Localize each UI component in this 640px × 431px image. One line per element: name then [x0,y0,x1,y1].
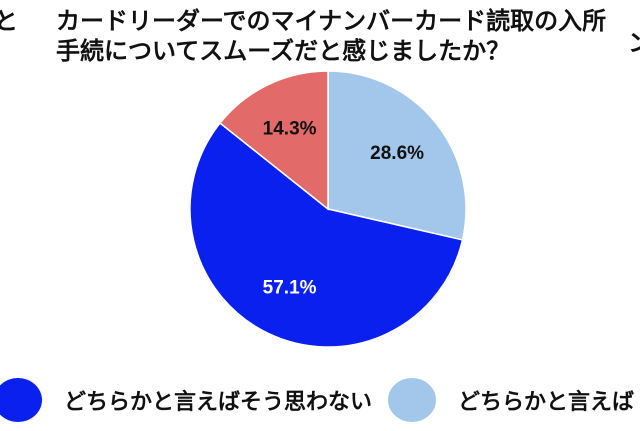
legend-swatch-disagree-somewhat [0,378,42,422]
legend-swatch-agree-somewhat [388,378,436,422]
title-cut-left-char: と [0,7,18,35]
pie-labels: 28.6% 57.1% 14.3% [263,118,424,298]
title-cut-right-char: ン [628,30,640,56]
pie-slice-third [218,70,329,211]
data-label-disagree-somewhat: 57.1% [263,278,317,299]
chart-title-line-2: 手続についてスムーズだと感じましたか？ [56,37,511,65]
legend-item-disagree-somewhat: どちらかと言えばそう思わない [0,378,372,422]
legend-label-agree-somewhat: どちらかと言えば [458,390,635,415]
legend-item-agree-somewhat: どちらかと言えば [388,378,634,422]
chart-title-line-1: カードリーダーでのマイナンバーカード読取の入所 [56,7,607,35]
pie-slice-disagree-somewhat [189,122,464,348]
pie-slices [189,70,467,348]
pie-slice-agree-somewhat [327,70,467,241]
legend-label-disagree-somewhat: どちらかと言えばそう思わない [64,390,373,415]
data-label-third: 14.3% [263,118,317,139]
data-label-agree-somewhat: 28.6% [370,143,424,164]
